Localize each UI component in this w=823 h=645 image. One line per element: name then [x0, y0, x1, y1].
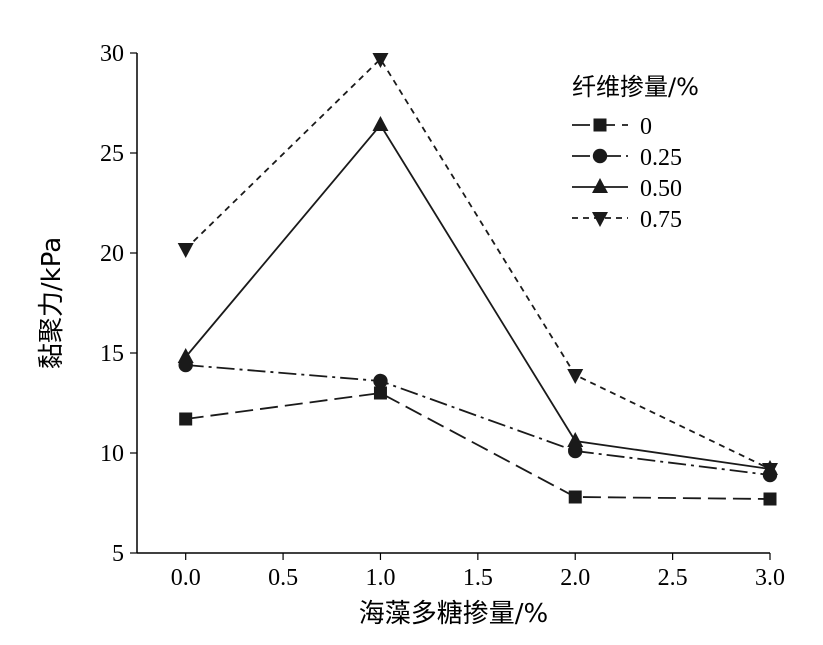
series-2	[177, 116, 778, 475]
point-2-0	[177, 348, 194, 363]
point-3-2	[567, 369, 584, 384]
legend-marker-0	[593, 118, 607, 132]
legend-marker-1	[592, 148, 608, 164]
series-line-2	[185, 123, 771, 470]
point-3-0	[177, 243, 194, 258]
legend-label-3: 0.75	[640, 207, 682, 233]
series-3	[177, 53, 778, 478]
y-tick-label-0: 5	[112, 541, 124, 567]
legend-marker-3	[592, 212, 608, 227]
point-1-1	[373, 373, 388, 389]
point-2-1	[372, 116, 389, 131]
series-line-0	[185, 392, 771, 500]
legend-title: 纤维掺量/%	[572, 73, 699, 101]
x-tick-label-3: 1.5	[463, 565, 493, 591]
point-0-1	[373, 386, 387, 400]
point-0-0	[179, 412, 193, 426]
y-tick-label-2: 15	[100, 341, 124, 367]
x-tick-label-5: 2.5	[658, 565, 688, 591]
series-1	[178, 357, 778, 483]
legend-marker-2	[592, 178, 608, 193]
x-tick-label-0: 0.0	[171, 565, 201, 591]
axes: 5 10 15 20 25 30 0.0 0.5 1.0 1.5 2.0 2.5 3.0	[100, 41, 785, 591]
point-1-2	[568, 443, 583, 459]
series-0	[179, 386, 777, 506]
x-tick-label-4: 2.0	[560, 565, 590, 591]
y-tick-label-1: 10	[100, 441, 124, 467]
x-tick-label-6: 3.0	[755, 565, 785, 591]
point-3-1	[372, 53, 389, 68]
y-tick-label-4: 25	[100, 141, 124, 167]
legend-label-0: 0	[640, 114, 652, 140]
y-axis-title: 黏聚力/kPa	[37, 237, 67, 369]
legend-label-2: 0.50	[640, 176, 682, 202]
point-2-2	[567, 432, 584, 447]
point-3-3	[762, 463, 778, 478]
x-axis-title: 海藻多糖掺量/%	[359, 599, 548, 629]
y-tick-label-5: 30	[100, 41, 124, 67]
y-tick-label-3: 20	[100, 241, 124, 267]
legend: 纤维掺量/% 0 0.25 0.50 0.75	[572, 73, 699, 233]
series-line-3	[185, 57, 771, 470]
point-0-3	[763, 492, 777, 506]
point-0-2	[568, 490, 582, 504]
series-line-1	[185, 364, 771, 476]
series-layer	[177, 53, 778, 506]
x-tick-label-2: 1.0	[365, 565, 395, 591]
legend-label-1: 0.25	[640, 145, 682, 171]
x-tick-label-1: 0.5	[268, 565, 298, 591]
